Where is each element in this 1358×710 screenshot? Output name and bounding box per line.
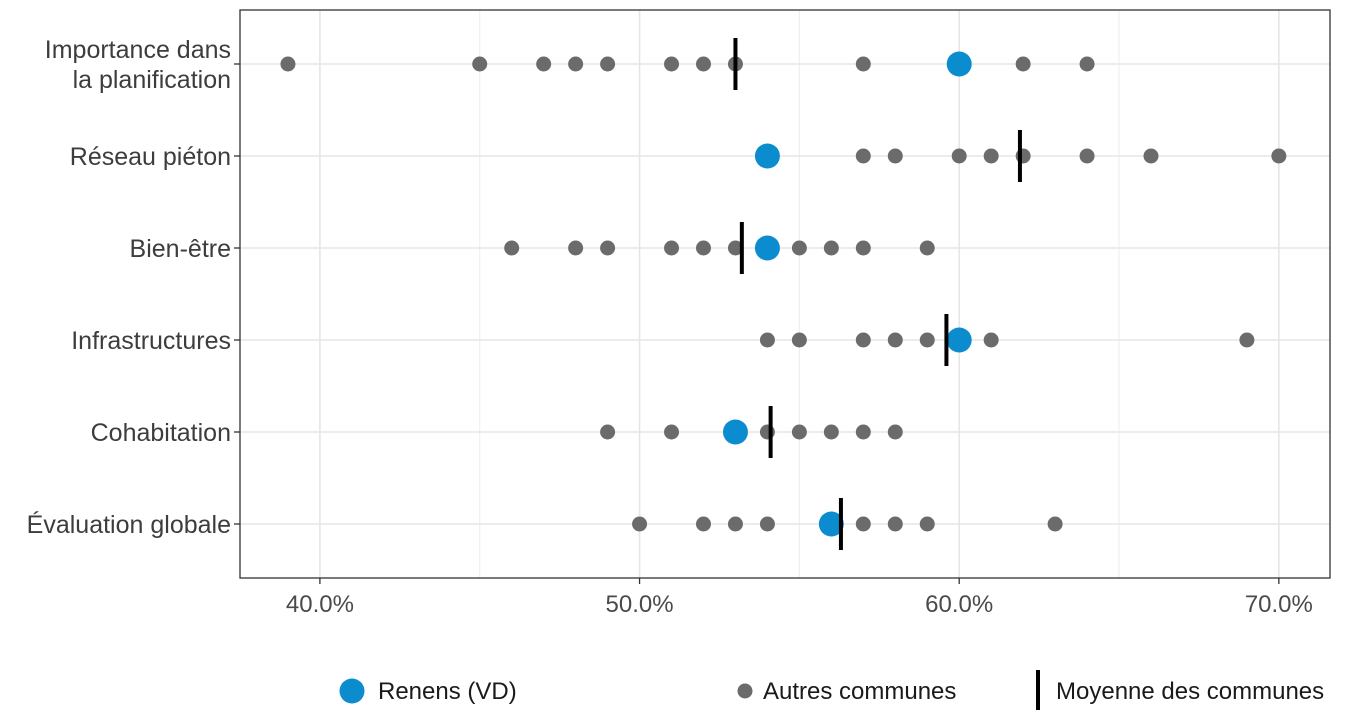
autres-commune-point <box>695 56 711 72</box>
autres-communes-points <box>280 56 1287 532</box>
autres-commune-point <box>791 424 807 440</box>
autres-commune-point <box>695 240 711 256</box>
autres-commune-point <box>632 516 648 532</box>
x-axis-tick-label: 40.0% <box>286 591 354 618</box>
autres-commune-point <box>727 516 743 532</box>
legend: Renens (VD) Autres communes Moyenne des … <box>339 670 1324 710</box>
autres-commune-point <box>1271 148 1287 164</box>
y-axis-category-label: Évaluation globale <box>27 510 231 539</box>
legend-renens-label: Renens (VD) <box>378 678 517 705</box>
renens-point <box>946 327 972 353</box>
autres-commune-point <box>919 516 935 532</box>
renens-point <box>754 143 780 169</box>
autres-commune-point <box>887 516 903 532</box>
y-axis-category-label: Cohabitation <box>91 419 231 447</box>
autres-commune-point <box>568 240 584 256</box>
autres-commune-point <box>664 56 680 72</box>
x-axis-tick-label: 50.0% <box>606 591 674 618</box>
plot-panel-border <box>239 9 1331 579</box>
autres-commune-point <box>600 56 616 72</box>
y-axis-category-label: Réseau piéton <box>70 143 231 171</box>
autres-commune-point <box>983 332 999 348</box>
legend-autres-label: Autres communes <box>763 678 956 705</box>
autres-commune-point <box>887 424 903 440</box>
autres-commune-point <box>1015 56 1031 72</box>
autres-commune-point <box>823 240 839 256</box>
autres-commune-point <box>600 240 616 256</box>
autres-commune-point <box>1239 332 1255 348</box>
autres-commune-point <box>919 240 935 256</box>
legend-renens-swatch <box>339 678 365 704</box>
autres-commune-point <box>759 424 775 440</box>
x-axis: 40.0% 50.0% 60.0% 70.0% <box>286 578 1313 618</box>
autres-commune-point <box>759 516 775 532</box>
autres-commune-point <box>1143 148 1159 164</box>
moyenne-markers <box>733 38 1022 550</box>
minor-gridlines <box>479 10 1120 578</box>
autres-commune-point <box>1047 516 1063 532</box>
legend-autres-swatch <box>737 683 753 699</box>
x-axis-tick-label: 60.0% <box>925 591 993 618</box>
y-axis-category-label: Importance dans <box>45 36 231 64</box>
autres-commune-point <box>1079 148 1095 164</box>
y-axis-category-label: la planification <box>73 66 231 94</box>
autres-commune-point <box>664 240 680 256</box>
autres-commune-point <box>1015 148 1031 164</box>
autres-commune-point <box>536 56 552 72</box>
autres-commune-point <box>855 56 871 72</box>
autres-commune-point <box>983 148 999 164</box>
renens-point <box>754 235 780 261</box>
autres-commune-point <box>568 56 584 72</box>
autres-commune-point <box>504 240 520 256</box>
autres-commune-point <box>727 240 743 256</box>
renens-points <box>722 51 972 537</box>
autres-commune-point <box>887 332 903 348</box>
autres-commune-point <box>600 424 616 440</box>
autres-commune-point <box>664 424 680 440</box>
autres-commune-point <box>823 424 839 440</box>
autres-commune-point <box>1079 56 1095 72</box>
major-gridlines <box>240 10 1330 578</box>
autres-commune-point <box>855 332 871 348</box>
renens-point <box>818 511 844 537</box>
autres-commune-point <box>791 332 807 348</box>
autres-commune-point <box>280 56 296 72</box>
autres-commune-point <box>759 332 775 348</box>
autres-commune-point <box>472 56 488 72</box>
autres-commune-point <box>951 148 967 164</box>
autres-commune-point <box>855 516 871 532</box>
autres-commune-point <box>855 148 871 164</box>
legend-moyenne-label: Moyenne des communes <box>1056 678 1324 705</box>
autres-commune-point <box>855 424 871 440</box>
autres-commune-point <box>919 332 935 348</box>
autres-commune-point <box>791 240 807 256</box>
renens-point <box>722 419 748 445</box>
autres-commune-point <box>695 516 711 532</box>
renens-point <box>946 51 972 77</box>
x-axis-tick-label: 70.0% <box>1245 591 1313 618</box>
autres-commune-point <box>855 240 871 256</box>
y-axis-category-label: Bien-être <box>130 235 231 263</box>
autres-commune-point <box>887 148 903 164</box>
y-axis-category-label: Infrastructures <box>71 327 231 355</box>
